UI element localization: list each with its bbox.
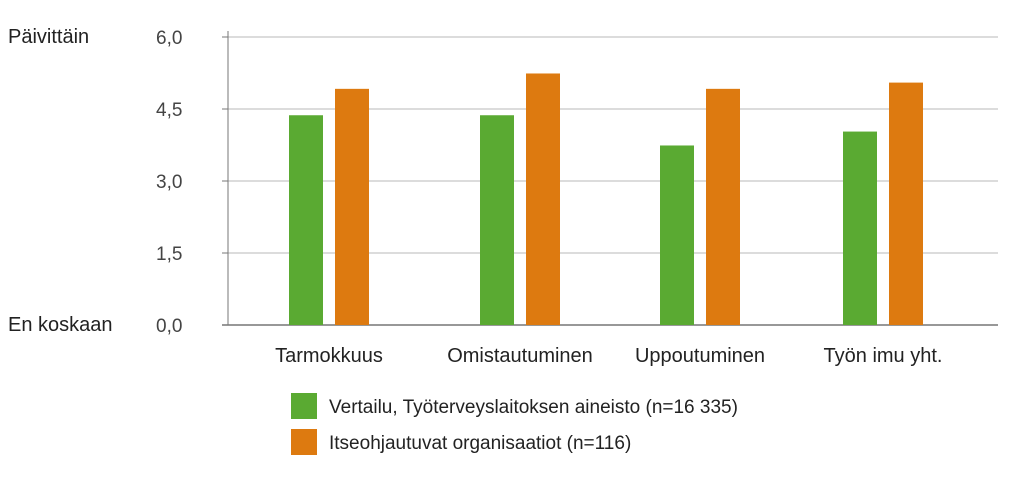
bar-series-1 bbox=[660, 145, 694, 325]
y-tick-label: 0,0 bbox=[156, 316, 182, 337]
legend: Vertailu, Työterveyslaitoksen aineisto (… bbox=[291, 393, 738, 455]
legend-label: Vertailu, Työterveyslaitoksen aineisto (… bbox=[329, 397, 738, 418]
bar-series-2 bbox=[526, 73, 560, 325]
y-tick-label: 4,5 bbox=[156, 100, 182, 121]
bars bbox=[289, 73, 923, 326]
x-category-label: Tarmokkuus bbox=[275, 345, 383, 367]
bar-series-1 bbox=[289, 115, 323, 326]
y-tick-label: 3,0 bbox=[156, 172, 182, 193]
x-category-label: Työn imu yht. bbox=[824, 345, 943, 367]
y-tick-label: 6,0 bbox=[156, 28, 182, 49]
legend-label: Itseohjautuvat organisaatiot (n=116) bbox=[329, 433, 631, 454]
x-category-label: Uppoutuminen bbox=[635, 345, 765, 367]
y-tick-label: 1,5 bbox=[156, 244, 182, 265]
y-bottom-label: En koskaan bbox=[8, 314, 113, 336]
bar-series-2 bbox=[335, 88, 369, 325]
y-top-label: Päivittäin bbox=[8, 26, 89, 48]
bar-series-1 bbox=[843, 131, 877, 325]
x-category-label: Omistautuminen bbox=[447, 345, 593, 367]
labels: Päivittäin En koskaan 6,0 4,5 3,0 1,5 0,0 Tar… bbox=[8, 26, 942, 367]
legend-swatch bbox=[291, 429, 317, 455]
legend-swatch bbox=[291, 393, 317, 419]
bar-series-2 bbox=[889, 82, 923, 325]
bar-series-2 bbox=[706, 88, 740, 325]
bar-series-1 bbox=[480, 115, 514, 326]
